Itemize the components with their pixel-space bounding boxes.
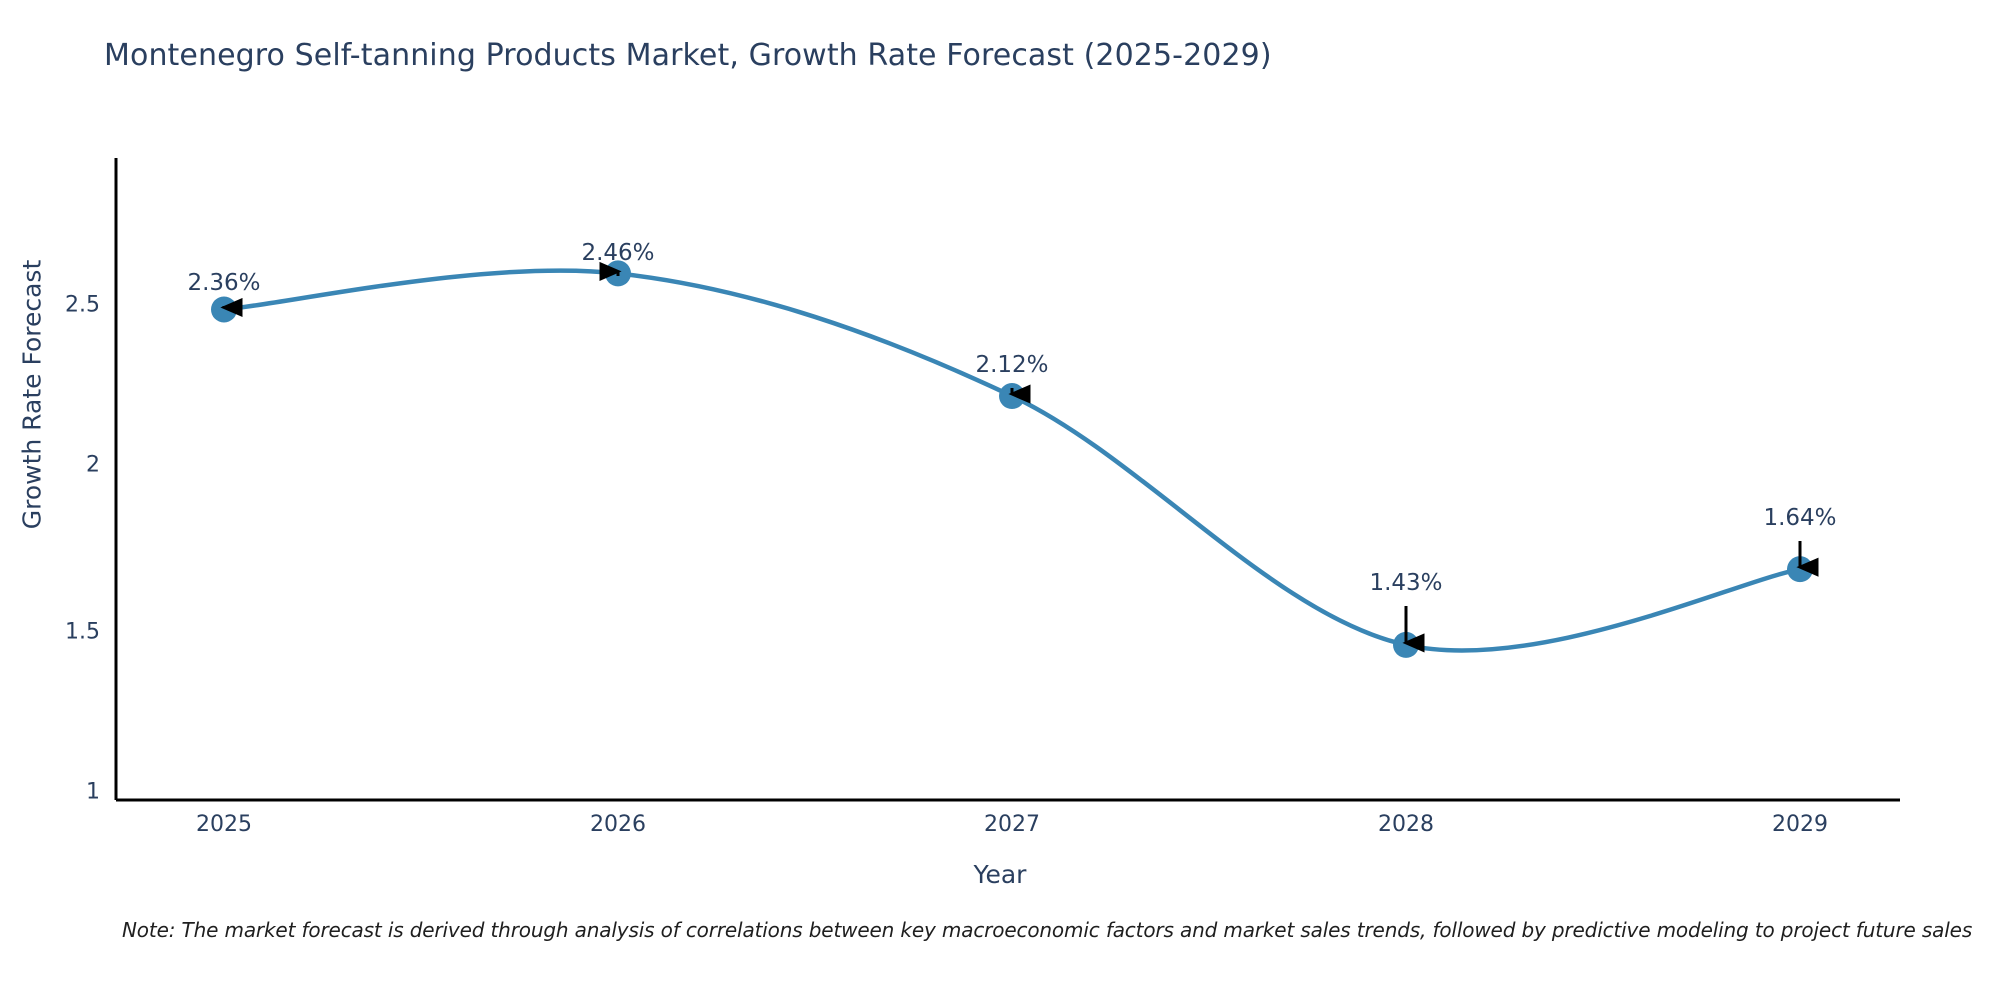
x-tick-label: 2027 — [984, 812, 1040, 837]
x-axis-title: Year — [973, 860, 1027, 889]
y-tick-label: 1.5 — [65, 619, 100, 645]
data-markers — [211, 260, 1813, 658]
data-line — [221, 268, 1803, 653]
data-point-marker[interactable] — [999, 383, 1025, 410]
chart-title: Montenegro Self-tanning Products Market,… — [104, 38, 1272, 73]
y-tick-label: 2.5 — [65, 292, 100, 318]
x-tick-label: 2026 — [590, 812, 646, 837]
footnote-note: Note: The market forecast is derived thr… — [122, 918, 1973, 942]
y-tick-label: 2 — [86, 452, 100, 478]
data-point-label: 2.36% — [187, 270, 261, 296]
data-point-label: 1.43% — [1369, 570, 1443, 596]
x-tick-label: 2025 — [196, 812, 252, 837]
data-point-label: 2.12% — [975, 352, 1049, 378]
data-point-label: 1.64% — [1763, 505, 1837, 531]
x-tick-label: 2028 — [1378, 812, 1434, 837]
x-tick-label: 2029 — [1772, 812, 1828, 837]
annotation-arrows — [220, 261, 1819, 653]
y-tick-label: 1 — [86, 779, 100, 805]
data-point-marker[interactable] — [211, 296, 237, 323]
